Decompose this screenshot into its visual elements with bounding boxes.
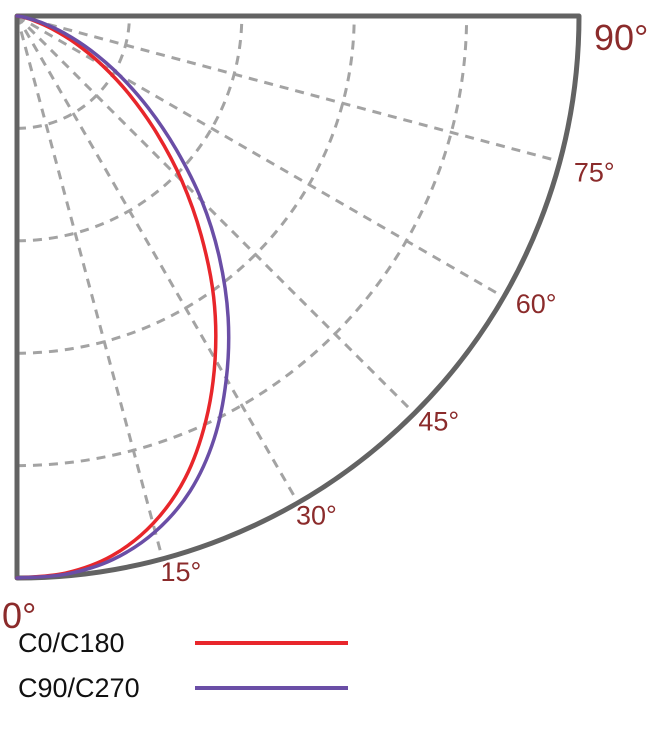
angle-label-30: 30° <box>296 501 337 531</box>
radial-gridline-2 <box>16 15 244 243</box>
angle-label-0: 0° <box>2 595 36 636</box>
angle-label-75: 75° <box>574 157 615 187</box>
polar-grid <box>15 14 561 560</box>
angle-label-15: 15° <box>160 557 201 587</box>
angle-label-60: 60° <box>516 289 557 319</box>
radial-gridline-4 <box>16 15 469 468</box>
angle-spoke-60 <box>16 14 505 299</box>
angle-label-45: 45° <box>418 406 459 436</box>
angle-spoke-30 <box>15 15 300 504</box>
series-line-c90-c270 <box>15 14 231 580</box>
angle-spoke-45 <box>15 14 416 415</box>
polar-frame <box>14 13 582 581</box>
legend-label-c0-c180: C0/C180 <box>18 628 125 658</box>
angle-label-90: 90° <box>594 17 648 58</box>
angle-spoke-75 <box>16 14 561 163</box>
legend-label-c90-c270: C90/C270 <box>18 673 140 703</box>
angle-spoke-15 <box>15 15 164 560</box>
series-line-c0-c180 <box>15 14 218 580</box>
chart-frame <box>14 13 582 581</box>
angle-tick-labels: 0° 15° 30° 45° 60° 75° 90° <box>2 17 648 636</box>
legend: C0/C180 C90/C270 <box>18 628 348 703</box>
series-lines <box>15 14 231 580</box>
